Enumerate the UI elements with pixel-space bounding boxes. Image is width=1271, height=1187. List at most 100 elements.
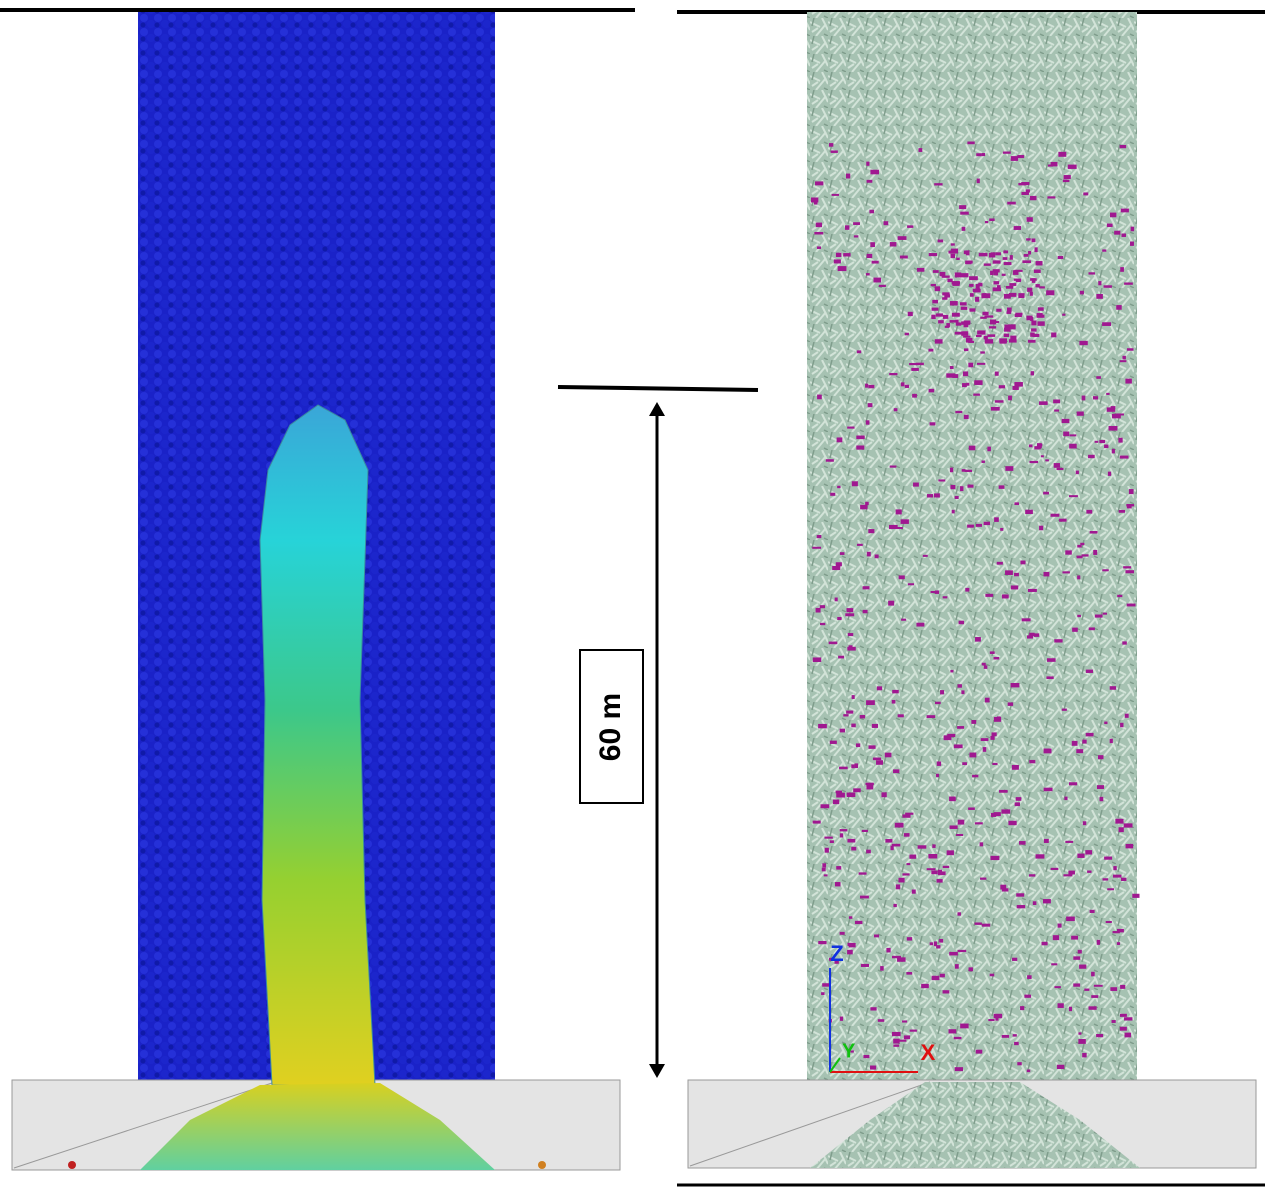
speck: [1076, 411, 1084, 416]
speck: [1027, 339, 1036, 343]
speck: [1102, 612, 1108, 615]
speck: [954, 964, 959, 969]
speck: [928, 253, 938, 257]
speck: [1023, 253, 1029, 257]
speck: [916, 267, 925, 272]
speck: [1064, 796, 1068, 801]
speck: [987, 334, 996, 337]
speck: [1018, 182, 1027, 186]
speck: [1093, 549, 1098, 555]
speck: [896, 527, 903, 530]
speck: [847, 646, 856, 651]
speck: [1043, 838, 1049, 843]
speck: [1126, 504, 1135, 507]
speck: [1102, 322, 1112, 326]
speck: [1077, 853, 1085, 858]
speck: [932, 844, 936, 848]
speck: [993, 812, 1001, 817]
speck: [1043, 899, 1051, 904]
speck: [963, 414, 969, 420]
speck: [1085, 669, 1094, 673]
debris-pile: [140, 1083, 495, 1170]
speck: [976, 153, 982, 157]
speck: [1026, 315, 1033, 321]
speck: [1046, 676, 1054, 680]
speck: [844, 225, 850, 230]
speck: [1009, 292, 1017, 297]
bond-network: [807, 12, 1137, 1080]
speck: [958, 620, 965, 625]
speck: [939, 271, 946, 277]
speck: [848, 645, 853, 649]
speck: [899, 255, 908, 259]
speck: [1014, 269, 1023, 272]
speck: [877, 1019, 885, 1022]
speck: [1076, 555, 1083, 559]
speck: [1126, 348, 1134, 351]
speck: [949, 951, 958, 956]
speck: [830, 150, 838, 153]
speck: [834, 959, 839, 964]
speck: [828, 957, 833, 961]
speck: [1056, 1064, 1065, 1069]
speck: [936, 945, 941, 949]
speck: [1102, 878, 1109, 881]
speck: [968, 445, 976, 451]
speck: [906, 937, 913, 941]
speck: [949, 301, 958, 306]
speck: [969, 308, 976, 312]
speck: [1125, 843, 1134, 849]
speck: [942, 292, 950, 296]
speck: [893, 769, 900, 774]
speck: [1102, 249, 1107, 252]
speck: [1096, 939, 1101, 945]
speck: [1032, 901, 1037, 905]
speck: [1031, 328, 1037, 332]
speck: [990, 735, 995, 740]
speck: [955, 322, 962, 326]
speck: [1037, 321, 1045, 326]
speck: [1061, 708, 1067, 711]
speck: [1068, 495, 1078, 498]
speck: [999, 338, 1008, 343]
speck: [933, 493, 940, 498]
speck: [1043, 748, 1052, 754]
speck: [954, 1067, 964, 1072]
speck: [829, 740, 837, 744]
speck: [1029, 632, 1035, 637]
speck: [837, 485, 841, 489]
speck: [1027, 588, 1037, 592]
speck: [820, 622, 826, 626]
speck: [889, 372, 898, 376]
speck: [1005, 466, 1014, 471]
speck: [987, 446, 991, 452]
speck: [818, 941, 827, 945]
speck: [847, 633, 854, 637]
speck: [926, 868, 936, 871]
speck: [975, 284, 980, 289]
speck: [1002, 257, 1008, 260]
speck: [1027, 635, 1034, 639]
speck: [991, 732, 997, 737]
speck: [967, 524, 974, 528]
speck: [953, 1036, 962, 1040]
speck: [963, 320, 971, 325]
speck: [937, 871, 946, 876]
speck: [832, 565, 841, 571]
speck: [828, 641, 838, 645]
speck: [1088, 627, 1095, 631]
speck: [906, 972, 913, 975]
speck: [917, 845, 927, 849]
speck: [1014, 802, 1020, 807]
speck: [1118, 827, 1124, 833]
speck: [897, 714, 904, 718]
speck: [960, 211, 969, 215]
speck: [1016, 893, 1025, 897]
speck: [906, 863, 911, 866]
speck: [968, 340, 975, 343]
speck: [995, 252, 1001, 256]
speck: [928, 388, 935, 393]
speck: [1037, 307, 1044, 311]
speck: [971, 720, 977, 724]
speck: [993, 657, 1000, 660]
